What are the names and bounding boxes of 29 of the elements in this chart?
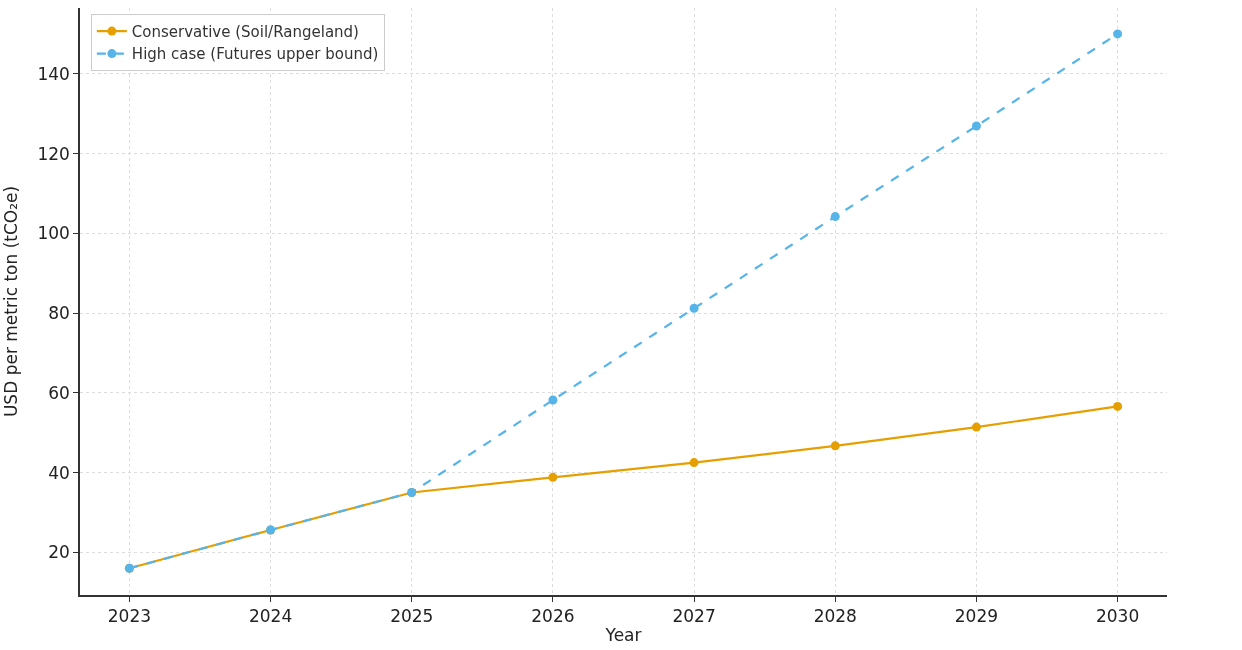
legend-label: Conservative (Soil/Rangeland) (131, 22, 359, 41)
y-tick-label: 80 (48, 303, 70, 324)
x-tick-label: 2029 (954, 606, 999, 627)
point (830, 441, 840, 451)
point (971, 422, 981, 432)
y-tick-label: 100 (37, 223, 70, 244)
y-tick-label: 120 (37, 143, 70, 164)
x-tick-label: 2025 (390, 606, 434, 627)
point (689, 458, 699, 468)
x-tick-label: 2026 (531, 606, 575, 627)
point (1113, 29, 1123, 39)
x-tick-label: 2024 (248, 606, 293, 627)
legend-label: High case (Futures upper bound) (131, 45, 379, 64)
x-tick-label: 2023 (107, 606, 152, 627)
y-tick-label: 40 (48, 462, 70, 483)
point (548, 395, 558, 405)
x-tick-label: 2030 (1095, 606, 1140, 627)
point (830, 212, 840, 222)
x-axis-title: Year (604, 625, 642, 646)
point (971, 121, 981, 131)
y-tick-label: 20 (48, 542, 70, 563)
x-tick-label: 2027 (672, 606, 716, 627)
y-axis-title: USD per metric ton (tCO₂e) (1, 185, 22, 418)
point (689, 303, 699, 313)
point (548, 472, 558, 482)
x-tick-label: 2028 (813, 606, 857, 627)
y-tick-label: 60 (48, 382, 70, 403)
y-tick-label: 140 (37, 63, 70, 84)
point (1113, 401, 1123, 411)
